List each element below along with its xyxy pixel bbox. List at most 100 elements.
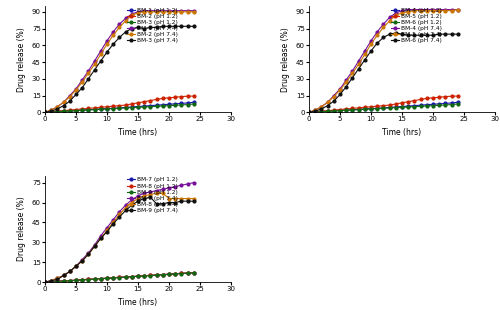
BM-8 (pH 1.2) bbox=[73, 278, 79, 282]
BM-3 (pH 7.4) bbox=[73, 93, 79, 96]
BM-2 (pH 7.4) bbox=[60, 100, 66, 104]
BM-9 (pH 7.4) bbox=[67, 270, 73, 273]
BM-7 (pH 7.4) bbox=[122, 203, 128, 207]
BM-6 (pH 7.4) bbox=[430, 33, 436, 37]
BM-2 (pH 1.2) bbox=[54, 109, 60, 113]
BM-3 (pH 1.2) bbox=[148, 105, 154, 108]
BM-6 (pH 7.4) bbox=[368, 49, 374, 53]
BM-7 (pH 7.4) bbox=[160, 187, 166, 191]
BM-9 (pH 1.2) bbox=[54, 280, 60, 283]
BM-4 (pH 7.4) bbox=[455, 8, 461, 11]
BM-1 (pH 1.2) bbox=[67, 109, 73, 113]
BM-1 (pH 7.4) bbox=[73, 87, 79, 91]
BM-7 (pH 7.4) bbox=[191, 181, 197, 184]
BM-1 (pH 7.4) bbox=[154, 9, 160, 12]
BM-8 (pH 1.2) bbox=[160, 273, 166, 277]
BM-9 (pH 7.4) bbox=[135, 199, 141, 203]
BM-3 (pH 1.2) bbox=[60, 109, 66, 113]
BM-6 (pH 1.2) bbox=[337, 109, 343, 113]
BM-6 (pH 7.4) bbox=[442, 32, 448, 36]
BM-2 (pH 1.2) bbox=[60, 109, 66, 113]
BM-1 (pH 1.2) bbox=[104, 107, 110, 110]
BM-3 (pH 1.2) bbox=[160, 104, 166, 108]
BM-6 (pH 1.2) bbox=[362, 108, 368, 111]
BM-9 (pH 7.4) bbox=[54, 277, 60, 281]
BM-1 (pH 1.2) bbox=[110, 106, 116, 110]
BM-3 (pH 7.4) bbox=[166, 24, 172, 28]
BM-3 (pH 7.4) bbox=[141, 27, 147, 30]
BM-7 (pH 1.2) bbox=[166, 272, 172, 276]
BM-9 (pH 1.2) bbox=[79, 278, 85, 282]
BM-9 (pH 7.4) bbox=[166, 201, 172, 204]
BM-4 (pH 7.4) bbox=[312, 108, 318, 112]
BM-9 (pH 1.2) bbox=[92, 277, 98, 281]
BM-1 (pH 7.4) bbox=[42, 110, 48, 114]
BM-7 (pH 1.2) bbox=[141, 274, 147, 277]
BM-1 (pH 1.2) bbox=[148, 104, 154, 108]
BM-7 (pH 7.4) bbox=[135, 194, 141, 198]
BM-9 (pH 7.4) bbox=[141, 197, 147, 200]
BM-6 (pH 1.2) bbox=[306, 110, 312, 114]
BM-4 (pH 7.4) bbox=[405, 8, 411, 11]
Line: BM-6 (pH 7.4): BM-6 (pH 7.4) bbox=[308, 32, 459, 114]
BM-1 (pH 7.4) bbox=[184, 9, 190, 12]
BM-3 (pH 7.4) bbox=[67, 99, 73, 103]
BM-6 (pH 7.4) bbox=[318, 107, 324, 111]
BM-9 (pH 1.2) bbox=[116, 276, 122, 279]
BM-5 (pH 1.2) bbox=[405, 100, 411, 104]
BM-8 (pH 1.2) bbox=[116, 276, 122, 279]
BM-5 (pH 1.2) bbox=[368, 105, 374, 108]
BM-5 (pH 7.4) bbox=[324, 100, 330, 104]
BM-9 (pH 1.2) bbox=[166, 272, 172, 276]
BM-2 (pH 7.4) bbox=[148, 10, 154, 14]
BM-7 (pH 7.4) bbox=[79, 258, 85, 261]
BM-8 (pH 1.2) bbox=[129, 275, 135, 278]
BM-8 (pH 1.2) bbox=[191, 271, 197, 275]
BM-3 (pH 1.2) bbox=[79, 108, 85, 112]
BM-5 (pH 7.4) bbox=[312, 108, 318, 112]
BM-2 (pH 1.2) bbox=[122, 103, 128, 107]
BM-9 (pH 7.4) bbox=[110, 222, 116, 226]
BM-6 (pH 7.4) bbox=[362, 58, 368, 62]
BM-9 (pH 7.4) bbox=[148, 195, 154, 199]
BM-7 (pH 7.4) bbox=[184, 182, 190, 186]
BM-6 (pH 1.2) bbox=[455, 102, 461, 106]
Y-axis label: Drug release (%): Drug release (%) bbox=[282, 27, 290, 92]
Line: BM-8 (pH 7.4): BM-8 (pH 7.4) bbox=[44, 192, 195, 283]
BM-6 (pH 7.4) bbox=[436, 32, 442, 36]
BM-5 (pH 1.2) bbox=[418, 98, 424, 101]
BM-3 (pH 7.4) bbox=[160, 24, 166, 28]
BM-5 (pH 7.4) bbox=[362, 52, 368, 56]
BM-1 (pH 7.4) bbox=[178, 9, 184, 12]
BM-7 (pH 7.4) bbox=[129, 198, 135, 202]
BM-4 (pH 1.2) bbox=[424, 103, 430, 107]
BM-7 (pH 7.4) bbox=[54, 276, 60, 280]
BM-4 (pH 1.2) bbox=[343, 108, 349, 112]
BM-4 (pH 7.4) bbox=[393, 11, 399, 15]
BM-6 (pH 1.2) bbox=[343, 108, 349, 112]
BM-7 (pH 7.4) bbox=[73, 264, 79, 268]
BM-8 (pH 7.4) bbox=[42, 280, 48, 284]
BM-4 (pH 1.2) bbox=[436, 102, 442, 106]
BM-2 (pH 7.4) bbox=[42, 110, 48, 114]
BM-6 (pH 1.2) bbox=[356, 108, 362, 112]
BM-5 (pH 7.4) bbox=[424, 9, 430, 12]
BM-8 (pH 1.2) bbox=[104, 276, 110, 280]
BM-4 (pH 1.2) bbox=[412, 104, 418, 108]
BM-3 (pH 1.2) bbox=[86, 108, 91, 112]
BM-4 (pH 1.2) bbox=[393, 105, 399, 109]
BM-5 (pH 7.4) bbox=[368, 42, 374, 46]
BM-9 (pH 1.2) bbox=[141, 274, 147, 278]
BM-7 (pH 1.2) bbox=[42, 280, 48, 284]
Y-axis label: Drug release (%): Drug release (%) bbox=[18, 197, 26, 261]
Line: BM-7 (pH 7.4): BM-7 (pH 7.4) bbox=[44, 181, 195, 283]
BM-5 (pH 7.4) bbox=[343, 80, 349, 84]
BM-6 (pH 7.4) bbox=[312, 109, 318, 113]
BM-8 (pH 7.4) bbox=[148, 193, 154, 197]
BM-9 (pH 7.4) bbox=[184, 199, 190, 203]
BM-9 (pH 1.2) bbox=[48, 280, 54, 284]
BM-6 (pH 1.2) bbox=[318, 110, 324, 113]
BM-9 (pH 7.4) bbox=[191, 199, 197, 203]
BM-3 (pH 7.4) bbox=[60, 104, 66, 108]
Y-axis label: Drug release (%): Drug release (%) bbox=[18, 27, 26, 92]
